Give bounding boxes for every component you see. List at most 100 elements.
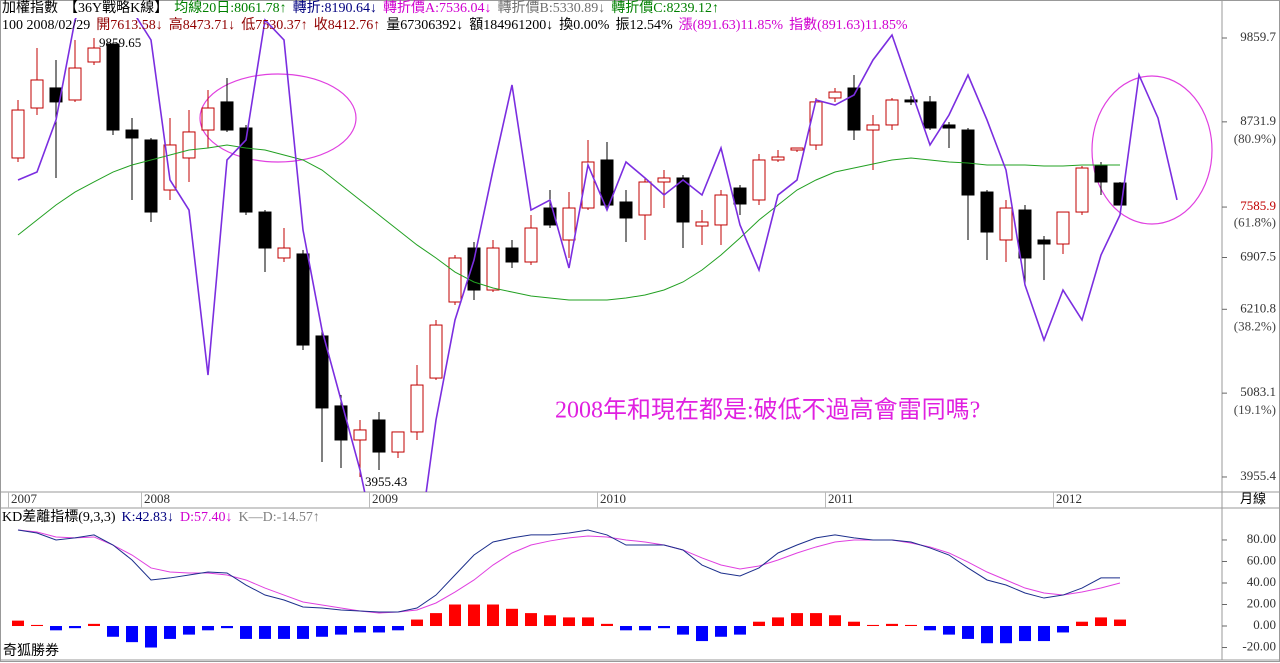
candle-body: [201, 107, 215, 131]
kd-bar: [544, 615, 556, 627]
kd-bar: [1076, 621, 1088, 627]
candle-body: [277, 247, 291, 259]
y-tick-label: 6210.8: [1240, 300, 1276, 315]
kd-bar: [696, 626, 708, 642]
candle-body: [619, 201, 633, 219]
candle-body: [182, 131, 196, 159]
kd-bar: [202, 626, 214, 631]
kd-bar: [392, 626, 404, 631]
kd-bar: [221, 626, 233, 629]
kd-bar: [715, 626, 727, 637]
candle-body: [885, 99, 899, 126]
candle-body: [771, 156, 785, 161]
kd-bar: [848, 621, 860, 627]
kd-bar: [468, 604, 480, 627]
candle-body: [980, 191, 994, 233]
candle-body: [866, 124, 880, 131]
x-tick-label: 2009: [372, 491, 398, 506]
fib-label: (80.9%): [1234, 131, 1276, 146]
kd-bar: [487, 604, 499, 627]
kd-bar: [924, 626, 936, 631]
candle-body: [87, 47, 101, 63]
candle-body: [733, 187, 747, 205]
y-tick-label: 5083.1: [1240, 384, 1276, 399]
x-tick-label: 2008: [144, 491, 170, 506]
kd-bar: [183, 626, 195, 635]
header-item: 高8473.71↓: [168, 18, 236, 33]
header-item: 量67306392↓: [386, 18, 464, 33]
candle-body: [30, 79, 44, 109]
kd-bar: [1095, 617, 1107, 627]
candle-body: [638, 181, 652, 216]
candle-body: [714, 194, 728, 226]
candle-body: [904, 99, 918, 103]
kd-bar: [1000, 626, 1012, 644]
kd-plot: [12, 529, 1126, 648]
y-tick-label: 6907.5: [1240, 248, 1276, 263]
kd-bar: [791, 613, 803, 627]
header-item: 開7613.58↓: [96, 18, 163, 33]
candle-body: [486, 247, 500, 291]
candle-body: [562, 207, 576, 241]
header-item: 均線20日:8061.78↑: [174, 1, 287, 16]
kd-bar: [886, 623, 898, 627]
kd-bar: [772, 617, 784, 627]
kd-bar: [582, 617, 594, 627]
y-tick-label: 20.00: [1247, 595, 1276, 610]
candle-body: [239, 127, 253, 213]
kd-bar: [867, 624, 879, 627]
header-item: 換0.00%: [559, 18, 610, 33]
candle-body: [448, 257, 462, 303]
candle-body: [315, 335, 329, 409]
header-item: 低7530.37↑: [241, 18, 308, 33]
kd-bar: [449, 604, 461, 627]
x-tick-label: 2011: [828, 491, 854, 506]
header-item: 漲(891.63)11.85%: [678, 18, 784, 33]
kd-bar: [297, 626, 309, 639]
candle-body: [1037, 239, 1051, 245]
x-tick-label: 2010: [600, 491, 626, 506]
kd-bar: [126, 626, 138, 643]
candle-body: [258, 211, 272, 249]
value-label: 9859.65: [99, 35, 141, 50]
kd-title: KD差離指標(9,3,3): [2, 510, 116, 525]
line: [17, 529, 1120, 613]
kd-bar: [335, 626, 347, 635]
kd-bar: [810, 613, 822, 627]
header-item: 加權指數: [2, 1, 58, 16]
header-line: 100 2008/02/29 開7613.58↓ 高8473.71↓ 低7530.37…: [2, 17, 914, 34]
kd-bar: [563, 617, 575, 627]
candle-body: [391, 431, 405, 453]
candle-body: [68, 67, 82, 101]
y-tick-label: 7585.9: [1240, 198, 1276, 213]
candle-body: [1056, 211, 1070, 245]
candle-body: [695, 221, 709, 227]
candle-body: [334, 405, 348, 441]
candle-body: [49, 87, 63, 103]
kd-bar: [31, 624, 43, 627]
kd-header: KD差離指標(9,3,3) K:42.83↓ D:57.40↓ K—D:-14.57↑: [2, 509, 326, 526]
candle-body: [657, 177, 671, 183]
annotation-note: 2008年和現在都是:破低不過高會雷同嗎?: [555, 397, 980, 424]
fib-label: (38.2%): [1234, 318, 1276, 333]
footer: 奇狐勝券: [3, 642, 59, 659]
x-unit: 月線: [1240, 491, 1266, 506]
fib-label: (61.8%): [1234, 215, 1276, 230]
candle-body: [847, 87, 861, 131]
candle-body: [505, 247, 519, 263]
candle-body: [429, 324, 443, 379]
y-tick-label: 80.00: [1247, 531, 1276, 546]
kd-bar: [525, 613, 537, 627]
price-plot: [11, 18, 1178, 492]
candle-body: [410, 384, 424, 433]
line: [17, 529, 1121, 614]
kd-bar: [753, 621, 765, 627]
y-tick-label: 0.00: [1253, 617, 1276, 632]
x-tick-label: 2012: [1056, 491, 1082, 506]
candle-body: [144, 139, 158, 213]
candle-body: [752, 159, 766, 201]
header-item: 指數(891.63)11.85%: [789, 18, 908, 33]
kd-bar: [88, 623, 100, 627]
kd-readout: K:42.83↓: [121, 510, 175, 525]
